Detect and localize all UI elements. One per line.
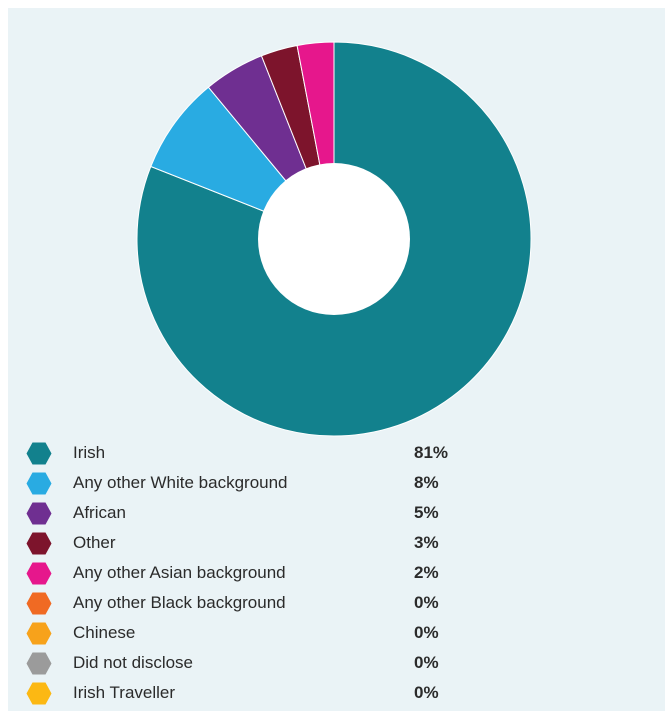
- legend-item: Other 3%: [0, 529, 665, 559]
- donut-hole: [258, 163, 410, 315]
- legend-label: Did not disclose: [73, 653, 194, 672]
- legend-value: 0%: [414, 683, 439, 702]
- legend-marker: [26, 592, 52, 615]
- legend-label: Any other Asian background: [73, 563, 286, 582]
- legend-item: Any other White background 8%: [0, 469, 665, 499]
- legend-item: African 5%: [0, 499, 665, 529]
- legend-label: Any other White background: [73, 473, 288, 492]
- legend-item: Irish Traveller 0%: [0, 679, 665, 709]
- legend-label: Other: [73, 533, 116, 552]
- legend-label: Irish: [73, 443, 106, 462]
- legend-label: Irish Traveller: [73, 683, 176, 702]
- legend-value: 81%: [414, 443, 449, 462]
- legend-value: 3%: [414, 533, 439, 552]
- legend-item: Any other Asian background 2%: [0, 559, 665, 589]
- legend-label: Chinese: [73, 623, 136, 642]
- legend-item: Chinese 0%: [0, 619, 665, 649]
- legend-value: 2%: [414, 563, 439, 582]
- legend-value: 0%: [414, 653, 439, 672]
- legend-marker: [26, 652, 52, 675]
- legend-item: Did not disclose 0%: [0, 649, 665, 679]
- legend-marker: [26, 472, 52, 495]
- legend-value: 5%: [414, 503, 439, 522]
- legend-item: Any other Black background 0%: [0, 589, 665, 619]
- legend-marker: [26, 622, 52, 645]
- legend-label: Any other Black background: [73, 593, 286, 612]
- legend-marker: [26, 682, 52, 705]
- legend-marker: [26, 562, 52, 585]
- legend-marker: [26, 532, 52, 555]
- legend-label: African: [73, 503, 126, 522]
- legend-marker: [26, 502, 52, 525]
- legend-item: Irish 81%: [0, 439, 665, 469]
- legend-value: 0%: [414, 623, 439, 642]
- legend-value: 0%: [414, 593, 439, 612]
- legend-marker: [26, 442, 52, 465]
- legend-value: 8%: [414, 473, 439, 492]
